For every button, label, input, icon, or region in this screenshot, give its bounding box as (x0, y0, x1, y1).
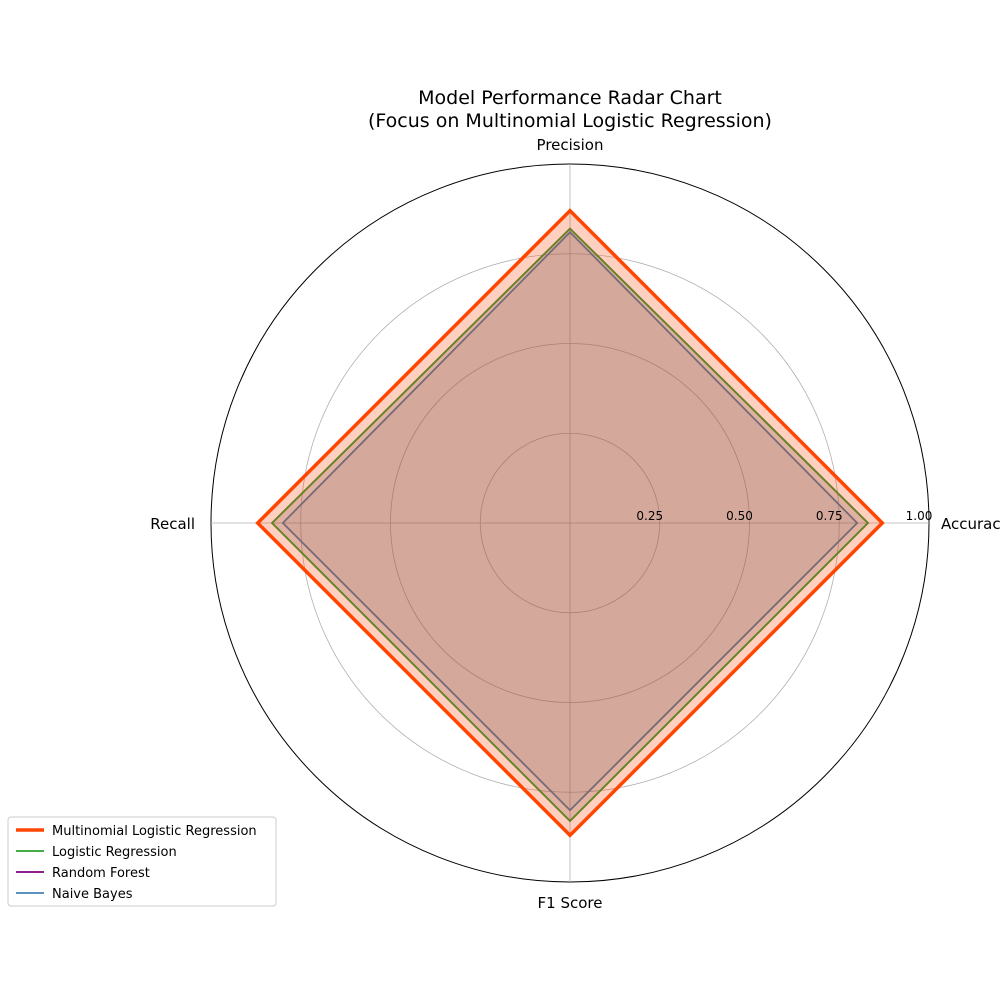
axis-label-f1-score: F1 Score (538, 894, 603, 912)
radial-tick-label: 1.00 (906, 509, 933, 523)
radial-tick-label: 0.50 (726, 509, 753, 523)
legend-label-multinomial-logistic-regression: Multinomial Logistic Regression (52, 824, 257, 839)
axis-label-accuracy: Accuracy (941, 515, 1000, 533)
chart-subtitle: (Focus on Multinomial Logistic Regressio… (368, 110, 772, 132)
series-naive-bayes (281, 230, 859, 812)
legend-label-logistic-regression: Logistic Regression (52, 845, 177, 860)
series-layer (255, 208, 885, 838)
series-multinomial-logistic-regression (255, 208, 885, 838)
legend-label-random-forest: Random Forest (52, 866, 150, 881)
legend-label-naive-bayes: Naive Bayes (52, 887, 133, 902)
chart-title: Model Performance Radar Chart (418, 87, 722, 109)
series-logistic-regression (270, 227, 870, 823)
legend: Multinomial Logistic Regression Logistic … (7, 816, 277, 907)
legend-box (7, 816, 277, 907)
axis-label-precision: Precision (537, 136, 604, 154)
radial-tick-label: 0.25 (636, 509, 663, 523)
axis-label-recall: Recall (150, 515, 195, 533)
radial-tick-label: 0.75 (816, 509, 843, 523)
axis-labels: 0.25 0.50 0.75 1.00 Accuracy Precision Recall F… (150, 136, 1000, 912)
